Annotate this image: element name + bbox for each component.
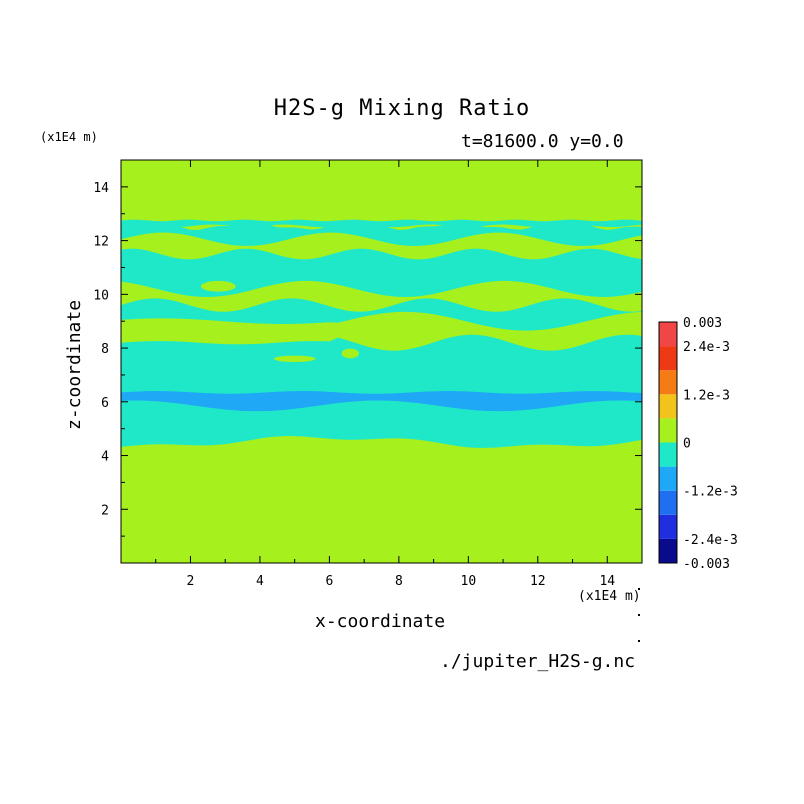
positive-intrusion-2 xyxy=(121,280,642,312)
positive-intrusion-1 xyxy=(121,232,642,260)
source-file-label: ./jupiter_H2S-g.nc xyxy=(440,651,636,672)
plot-area xyxy=(121,160,642,563)
negative-core xyxy=(121,391,642,412)
colorbar-segment xyxy=(659,514,677,539)
y-tick-label: 10 xyxy=(93,288,109,303)
x-tick-label: 4 xyxy=(256,574,264,589)
colorbar-tick-label: -1.2e-3 xyxy=(683,485,738,500)
colorbar-tick-label: -0.003 xyxy=(683,557,730,572)
colorbar-tick-label: 0.003 xyxy=(683,316,722,331)
decorative-marks xyxy=(638,588,640,642)
top-streak xyxy=(121,219,642,228)
x-axis-label: x-coordinate xyxy=(315,611,446,632)
x-tick-label: 6 xyxy=(325,574,333,589)
y-tick-label: 12 xyxy=(93,235,109,250)
x-tick-label: 2 xyxy=(187,574,195,589)
x-axis-unit: (x1E4 m) xyxy=(578,589,641,604)
colorbar-frame xyxy=(658,321,678,564)
y-tick-label: 14 xyxy=(93,181,109,196)
colorbar-segment xyxy=(659,466,677,491)
y-tick-label: 4 xyxy=(101,450,109,465)
y-tick-label: 8 xyxy=(101,342,109,357)
green-blob-3 xyxy=(551,330,594,345)
positive-intrusion-3 xyxy=(121,311,642,351)
colorbar-tick-label: 1.2e-3 xyxy=(683,388,730,403)
colorbar-segment xyxy=(659,346,677,371)
colorbar-segment xyxy=(659,538,677,563)
colorbar-segment xyxy=(659,394,677,419)
x-tick-label: 14 xyxy=(599,574,615,589)
colorbar-segment xyxy=(659,490,677,515)
green-blob-4 xyxy=(200,280,236,292)
x-tick-label: 10 xyxy=(461,574,477,589)
chart-title: H2S-g Mixing Ratio xyxy=(273,96,531,121)
x-tick-label: 12 xyxy=(530,574,546,589)
chart-subtitle: t=81600.0 y=0.0 xyxy=(461,131,624,152)
decor-dot xyxy=(638,614,640,616)
axes: 2 4 6 8 10 12 14 2 4 6 8 10 12 14 xyxy=(93,159,643,589)
decor-dot xyxy=(638,588,640,590)
green-blob-2 xyxy=(273,355,316,363)
colorbar-tick-label: -2.4e-3 xyxy=(683,533,738,548)
y-axis-unit: (x1E4 m) xyxy=(40,130,98,144)
colorbar: 0.003 2.4e-3 1.2e-3 0 -1.2e-3 -2.4e-3 -0.003 xyxy=(658,316,738,572)
plot-frame xyxy=(120,159,643,564)
colorbar-segment xyxy=(659,442,677,467)
y-tick-label: 2 xyxy=(101,503,109,518)
colorbar-tick-label: 0 xyxy=(683,437,691,452)
x-tick-label: 8 xyxy=(395,574,403,589)
colorbar-segment xyxy=(659,370,677,395)
decor-dot xyxy=(638,640,640,642)
green-blob-1 xyxy=(341,348,359,359)
colorbar-segment xyxy=(659,322,677,347)
colorbar-tick-label: 2.4e-3 xyxy=(683,340,730,355)
y-tick-label: 6 xyxy=(101,396,109,411)
colorbar-segment xyxy=(659,418,677,443)
